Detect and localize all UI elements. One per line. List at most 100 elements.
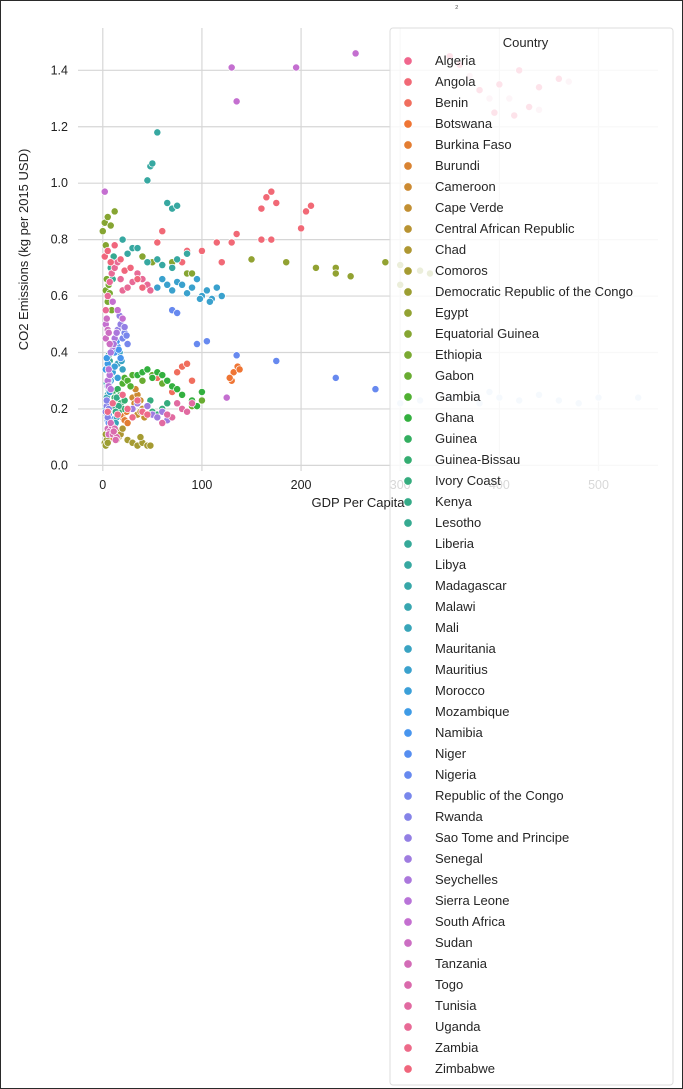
legend-entry: Zimbabwe bbox=[435, 1061, 495, 1076]
data-point bbox=[183, 359, 192, 368]
legend-marker bbox=[403, 959, 413, 969]
legend-entry: Kenya bbox=[435, 494, 473, 509]
legend-marker bbox=[403, 791, 413, 801]
data-point bbox=[297, 224, 306, 233]
data-point bbox=[120, 323, 129, 332]
data-point bbox=[183, 289, 192, 298]
top-edge-mark: ₂ bbox=[455, 0, 459, 10]
data-point bbox=[227, 238, 236, 247]
data-point bbox=[212, 238, 221, 247]
data-point bbox=[104, 365, 113, 374]
data-point bbox=[126, 382, 135, 391]
y-tick-label: 0.4 bbox=[51, 345, 68, 359]
data-point bbox=[153, 283, 162, 292]
data-point bbox=[163, 376, 172, 385]
legend-entry: Chad bbox=[435, 242, 466, 257]
legend-marker bbox=[403, 1064, 413, 1074]
data-point bbox=[247, 255, 256, 264]
legend-entry: Morocco bbox=[435, 683, 485, 698]
legend-marker bbox=[403, 896, 413, 906]
data-point bbox=[110, 207, 119, 216]
legend-entry: Guinea-Bissau bbox=[435, 452, 520, 467]
data-point bbox=[193, 340, 201, 348]
data-point bbox=[195, 294, 204, 303]
data-point bbox=[232, 97, 241, 106]
data-point bbox=[113, 410, 122, 419]
legend-marker bbox=[403, 329, 413, 339]
data-point bbox=[311, 263, 320, 272]
data-point bbox=[197, 396, 206, 405]
legend-entry: Ivory Coast bbox=[435, 473, 501, 488]
data-point bbox=[138, 283, 147, 292]
legend-marker bbox=[403, 875, 413, 885]
legend-marker bbox=[403, 749, 413, 759]
data-point bbox=[106, 221, 115, 230]
data-point bbox=[146, 441, 155, 450]
data-point bbox=[225, 373, 234, 382]
legend-entry: Uganda bbox=[435, 1019, 481, 1034]
y-tick-label: 1.4 bbox=[51, 63, 68, 77]
legend-marker bbox=[403, 476, 413, 486]
legend-marker bbox=[403, 161, 413, 171]
legend-marker bbox=[403, 371, 413, 381]
data-point bbox=[158, 227, 167, 236]
data-point bbox=[133, 396, 142, 405]
data-point bbox=[123, 283, 132, 292]
data-point bbox=[101, 306, 110, 315]
legend-marker bbox=[403, 665, 413, 675]
data-point bbox=[111, 436, 120, 444]
data-point bbox=[158, 371, 167, 380]
legend-entry: Libya bbox=[435, 557, 467, 572]
legend-marker bbox=[403, 182, 413, 192]
legend-entry: Madagascar bbox=[435, 578, 507, 593]
legend-marker bbox=[403, 1001, 413, 1011]
data-point bbox=[143, 258, 152, 267]
data-point bbox=[103, 213, 112, 222]
data-point bbox=[267, 187, 276, 196]
legend-marker bbox=[403, 434, 413, 444]
legend-entry: Nigeria bbox=[435, 767, 477, 782]
legend-marker bbox=[403, 686, 413, 696]
legend-marker bbox=[403, 77, 413, 87]
legend-entry: Malawi bbox=[435, 599, 476, 614]
legend-marker bbox=[403, 455, 413, 465]
legend-entry: Tunisia bbox=[435, 998, 477, 1013]
data-point bbox=[118, 314, 127, 323]
data-point bbox=[113, 306, 122, 315]
y-tick-label: 1.2 bbox=[51, 120, 68, 134]
legend-entry: South Africa bbox=[435, 914, 506, 929]
data-point bbox=[106, 385, 115, 394]
x-tick-label: 100 bbox=[192, 478, 213, 492]
legend-entry: Liberia bbox=[435, 536, 475, 551]
data-point bbox=[112, 328, 121, 337]
x-tick-label: 0 bbox=[99, 478, 106, 492]
data-point bbox=[116, 275, 125, 284]
data-point bbox=[163, 198, 172, 207]
y-tick-label: 0.8 bbox=[51, 233, 68, 247]
data-point bbox=[98, 227, 107, 236]
legend-entry: Seychelles bbox=[435, 872, 498, 887]
legend-marker bbox=[403, 287, 413, 297]
data-point bbox=[146, 286, 155, 295]
data-point bbox=[118, 424, 127, 433]
legend-marker bbox=[403, 56, 413, 66]
legend-entry: Mauritius bbox=[435, 662, 488, 677]
data-point bbox=[183, 407, 192, 416]
data-point bbox=[371, 385, 380, 394]
legend-entry: Angola bbox=[435, 74, 476, 89]
data-point bbox=[136, 433, 145, 442]
legend-entry: Cape Verde bbox=[435, 200, 504, 215]
data-point bbox=[123, 249, 132, 258]
data-point bbox=[212, 283, 221, 292]
legend-marker bbox=[403, 833, 413, 843]
data-point bbox=[331, 269, 340, 278]
data-point bbox=[153, 238, 162, 247]
legend-entry: Burundi bbox=[435, 158, 480, 173]
legend-marker bbox=[403, 770, 413, 780]
data-point bbox=[173, 201, 182, 210]
legend-marker bbox=[403, 707, 413, 717]
legend-marker bbox=[403, 581, 413, 591]
data-point bbox=[197, 388, 206, 396]
legend-marker bbox=[403, 224, 413, 234]
legend-entry: Mauritania bbox=[435, 641, 496, 656]
